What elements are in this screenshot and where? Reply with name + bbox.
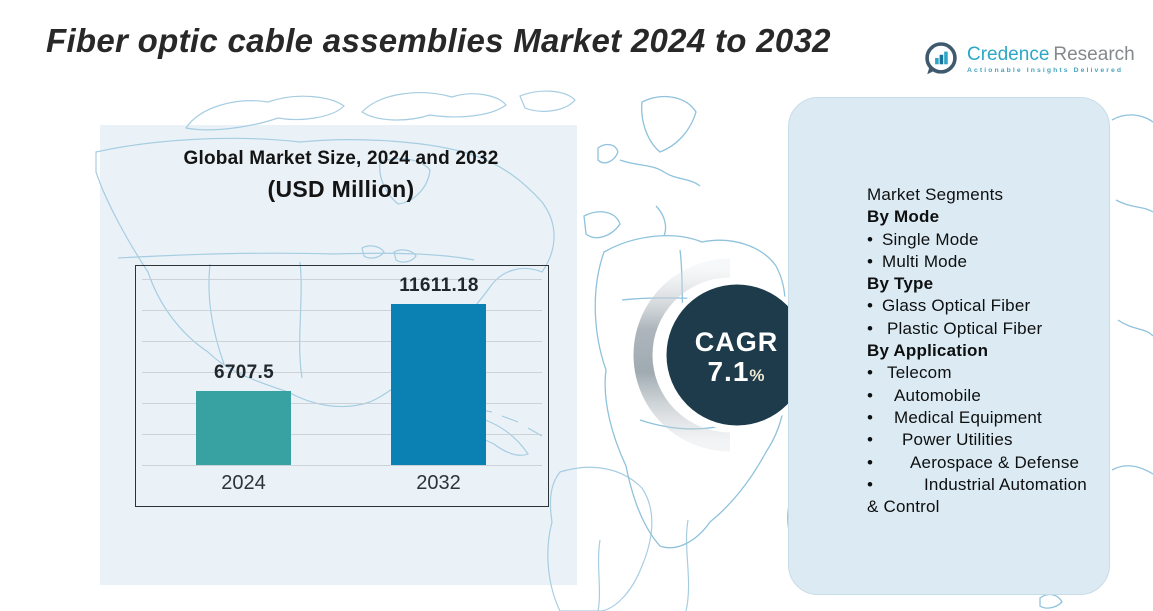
- gridline: [142, 434, 542, 435]
- cagr-circle: [666, 284, 808, 426]
- segment-item: Industrial Automation: [867, 474, 1103, 496]
- page-title: Fiber optic cable assemblies Market 2024…: [46, 22, 831, 59]
- bullet-icon: [867, 407, 882, 429]
- bullet-icon: [867, 429, 882, 451]
- bullet-icon: [867, 385, 882, 407]
- segments-header-by-application: By Application: [867, 341, 989, 361]
- segment-item: Automobile: [867, 385, 1103, 407]
- segments-header-by-mode: By Mode: [867, 207, 940, 227]
- bullet-icon: [867, 295, 882, 317]
- segment-item: Plastic Optical Fiber: [867, 318, 1103, 340]
- chart-title: Global Market Size, 2024 and 2032: [183, 148, 499, 169]
- segment-item-label: Medical Equipment: [894, 407, 1042, 427]
- bullet-icon: [867, 251, 882, 273]
- segment-item-label: Aerospace & Defense: [910, 452, 1080, 472]
- segment-item-label: Industrial Automation: [924, 474, 1087, 494]
- bar-value-2032: 11611.18: [399, 275, 479, 296]
- segment-item: Power Utilities: [867, 429, 1103, 451]
- segment-item-label: Power Utilities: [902, 430, 1013, 450]
- brand-name-secondary: Research: [1053, 43, 1135, 65]
- segment-item-label: Plastic Optical Fiber: [887, 318, 1043, 338]
- gridline: [142, 403, 542, 404]
- bullet-icon: [867, 229, 882, 251]
- gridline: [142, 279, 542, 280]
- brand-tagline: Actionable Insights Delivered: [967, 66, 1124, 74]
- chart-subtitle: (USD Million): [267, 176, 415, 202]
- brand-logo: Credence Research Actionable Insights Del…: [922, 40, 1135, 78]
- bullet-icon: [867, 452, 882, 474]
- segment-item-label: Multi Mode: [882, 251, 968, 271]
- bullet-icon: [867, 474, 882, 496]
- bar-value-2024: 6707.5: [214, 362, 274, 383]
- segment-item-label: Telecom: [887, 363, 952, 383]
- gridline: [142, 372, 542, 373]
- segment-item: Multi Mode: [867, 251, 1103, 273]
- segments-title: Market Segments: [867, 185, 1004, 204]
- segment-item: Single Mode: [867, 229, 1103, 251]
- bar-2032: [391, 304, 486, 465]
- brand-name-primary: Credence: [967, 43, 1050, 65]
- brand-text-block: Credence Research Actionable Insights Del…: [967, 43, 1135, 74]
- credence-logo-icon: [925, 42, 957, 75]
- gridline: [142, 465, 542, 466]
- segment-item: Aerospace & Defense: [867, 452, 1103, 474]
- bullet-icon: [867, 318, 882, 340]
- segment-item-continuation: & Control: [867, 497, 940, 517]
- segments-header-by-type: By Type: [867, 274, 934, 294]
- bullet-icon: [867, 362, 882, 384]
- segment-item-label: Glass Optical Fiber: [882, 296, 1031, 316]
- gridline: [142, 310, 542, 311]
- brand-name: Credence Research: [967, 43, 1135, 65]
- segment-item: Glass Optical Fiber: [867, 295, 1103, 317]
- bar-chart: 6707.5 2024 11611.18 2032: [135, 265, 549, 507]
- chart-heading: Global Market Size, 2024 and 2032 (USD M…: [135, 148, 547, 203]
- segment-item-label: Single Mode: [882, 229, 979, 249]
- bar-category-2032: 2032: [416, 472, 461, 494]
- bar-2024: [196, 391, 291, 465]
- market-segments-panel: Market Segments By Mode Single Mode Mult…: [788, 97, 1110, 595]
- gridline: [142, 341, 542, 342]
- bar-category-2024: 2024: [221, 472, 266, 494]
- segment-item: Telecom: [867, 362, 1103, 384]
- segment-item: Medical Equipment: [867, 407, 1103, 429]
- map-backdrop: [100, 125, 577, 585]
- segment-item-label: Automobile: [894, 385, 982, 405]
- cagr-crescent-shadow: [633, 258, 731, 452]
- cagr-badge: [633, 258, 813, 452]
- segments-list: Market Segments By Mode Single Mode Mult…: [867, 184, 1103, 518]
